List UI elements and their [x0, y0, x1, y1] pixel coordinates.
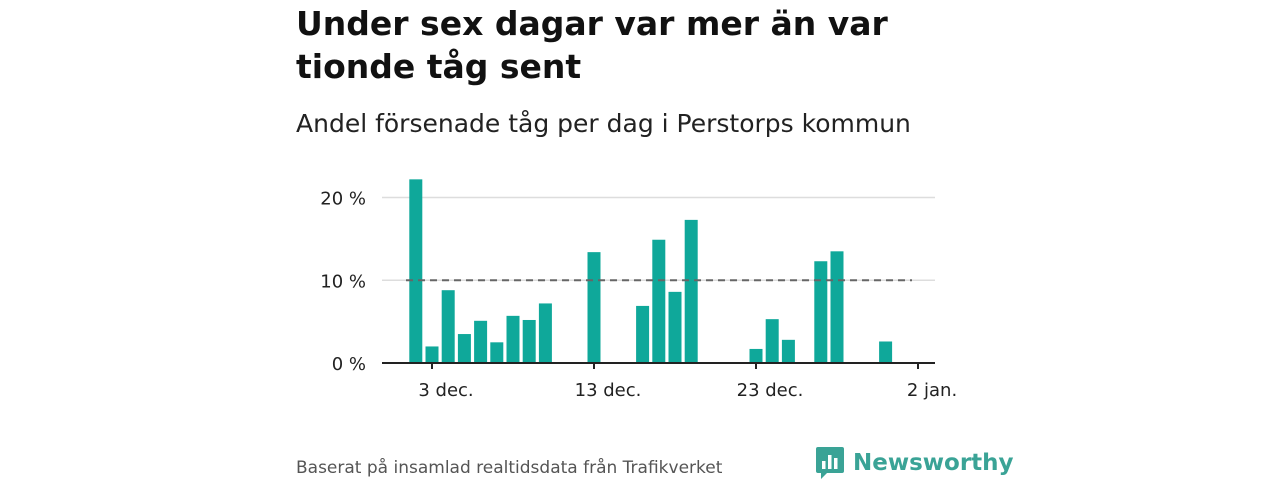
chart-title: Under sex dagar var mer än var tionde tå…: [296, 4, 888, 86]
bar: [506, 315, 520, 363]
bar: [814, 261, 828, 363]
y-tick-label: 10 %: [320, 271, 366, 292]
bar: [409, 179, 423, 363]
bar: [879, 341, 893, 363]
chart-subtitle: Andel försenade tåg per dag i Perstorps …: [296, 109, 911, 138]
bar: [457, 334, 471, 363]
x-tick-label: 13 dec.: [575, 380, 642, 401]
y-tick-label: 20 %: [320, 189, 366, 210]
bar: [636, 305, 650, 363]
y-tick-label: 0 %: [332, 354, 366, 375]
bar: [668, 291, 682, 363]
x-tick-labels: 3 dec. 13 dec. 23 dec. 2 jan.: [418, 380, 957, 401]
brand-logo[interactable]: Newsworthy: [815, 446, 1014, 480]
x-tick-label: 3 dec.: [418, 380, 473, 401]
bars: [409, 179, 893, 363]
x-tick-label: 2 jan.: [907, 380, 957, 401]
y-tick-labels: 0 % 10 % 20 %: [320, 189, 366, 375]
brand-name: Newsworthy: [853, 450, 1014, 476]
bar: [781, 339, 795, 363]
bar: [749, 348, 763, 363]
x-tick-label: 23 dec.: [737, 380, 804, 401]
bar: [474, 320, 488, 363]
bar: [490, 342, 504, 363]
bar: [587, 252, 601, 363]
source-note: Baserat på insamlad realtidsdata från Tr…: [296, 458, 723, 478]
bar: [830, 251, 844, 363]
chat-bubble-bar-chart-icon: [816, 447, 844, 479]
bar: [684, 219, 698, 363]
bar: [522, 319, 536, 363]
x-axis: [382, 362, 935, 369]
bar: [425, 346, 439, 363]
bar: [765, 319, 779, 363]
bar-chart: 0 % 10 % 20 % 3 dec. 13 dec. 23 dec. 2 jan.: [320, 179, 957, 401]
bar: [441, 290, 455, 363]
bar: [652, 239, 666, 363]
bar: [538, 303, 552, 363]
